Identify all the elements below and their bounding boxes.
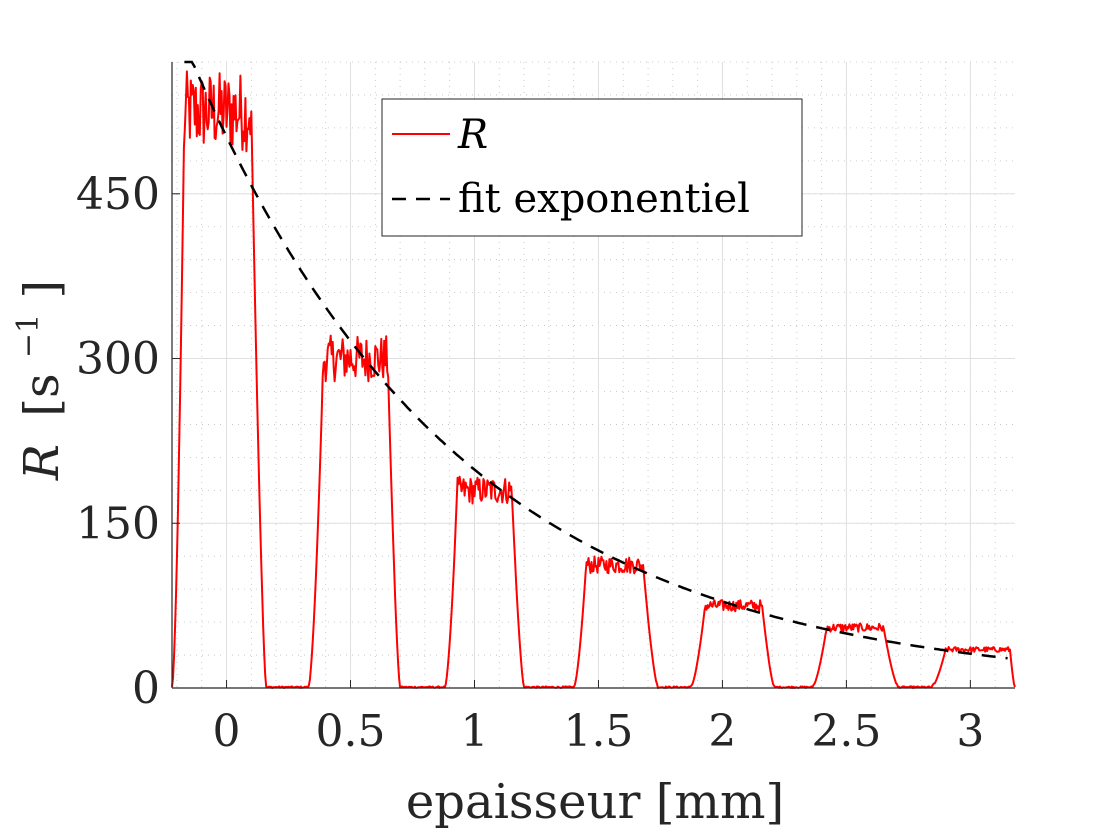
x-tick-label: 1 [460,706,488,757]
y-axis-label-close: ] [14,280,70,299]
y-tick-label: 300 [76,334,160,385]
x-tick-label: 2.5 [811,706,881,757]
y-axis-label-exponent: −1 [11,314,46,358]
legend: R fit exponentiel [381,98,803,237]
x-tick-label: 1.5 [563,706,633,757]
y-tick-label: 0 [132,663,160,714]
y-axis-label-symbol: R [14,444,70,481]
axes [171,62,1015,689]
plot-area [171,60,1016,689]
legend-box [381,98,803,237]
x-tick-label: 2 [708,706,736,757]
x-tick-label: 0.5 [316,706,386,757]
series-r-line [171,70,1016,689]
x-axis-label: epaisseur [mm] [406,774,784,830]
y-tick-label: 450 [76,169,160,220]
y-tick-label: 150 [76,498,160,549]
legend-label-fit: fit exponentiel [458,176,750,222]
y-axis-label: R [s −1 ] [0,280,70,481]
x-tick-label: 3 [956,706,984,757]
x-tick-label: 0 [213,706,241,757]
y-axis-label-unit: [s [14,373,70,416]
series-fit-line [184,60,1008,660]
tick-labels: 0 0.5 1 1.5 2 2.5 3 0 150 300 450 [76,169,984,757]
legend-label-r: R [457,112,488,158]
svg-text:R [s −1 ]: R [s −1 ] [0,280,70,481]
